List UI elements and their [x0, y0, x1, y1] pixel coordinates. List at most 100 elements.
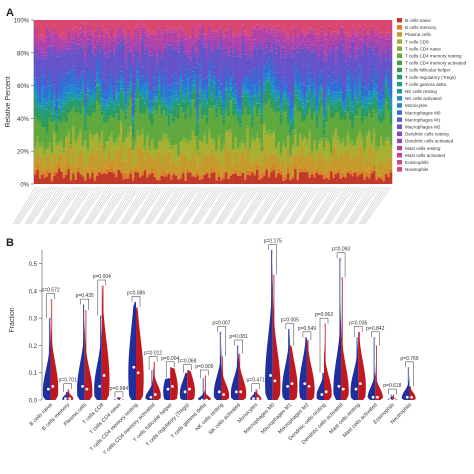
bar-segment — [160, 105, 164, 112]
bar-segment — [124, 105, 128, 111]
bar-segment — [72, 173, 75, 184]
bar-segment — [322, 179, 326, 184]
bar-segment — [241, 84, 245, 89]
bar-segment — [286, 39, 290, 44]
bar-segment — [289, 27, 293, 30]
bar-segment — [251, 170, 254, 173]
bar-segment — [270, 81, 273, 86]
bar-segment — [184, 179, 187, 181]
bar-segment — [248, 170, 252, 176]
bar-segment — [34, 46, 37, 52]
bar-segment — [351, 101, 355, 104]
bar-segment — [105, 142, 109, 160]
bar-segment — [310, 106, 314, 108]
bar-segment — [38, 36, 42, 40]
bar-segment — [112, 100, 116, 103]
violin-pair: p=0.004 — [93, 274, 111, 400]
bar-segment — [244, 105, 247, 109]
bar-segment — [93, 93, 97, 97]
bar-segment — [315, 46, 319, 49]
bar-segment — [72, 99, 75, 103]
bar-segment — [160, 104, 164, 106]
bar-segment — [263, 20, 266, 24]
bar-segment — [246, 174, 250, 184]
bar-segment — [110, 29, 114, 42]
bar-segment — [358, 130, 362, 132]
bar-segment — [91, 113, 94, 136]
bar-segment — [358, 27, 362, 33]
bar-segment — [282, 20, 285, 29]
bar-segment — [301, 169, 304, 172]
bar-segment — [213, 86, 216, 98]
bar-segment — [203, 174, 207, 184]
bar-segment — [339, 95, 343, 101]
bar-segment — [129, 81, 133, 86]
bar-segment — [201, 25, 204, 28]
bar-segment — [201, 20, 204, 24]
bar-segment — [191, 80, 195, 86]
stacked-bar — [172, 20, 176, 184]
x-tick-label — [17, 186, 43, 225]
bar-segment — [248, 56, 252, 71]
x-tick-label — [230, 186, 255, 225]
bar-segment — [251, 79, 254, 86]
bar-segment — [62, 50, 66, 55]
x-tick-label — [124, 186, 150, 225]
bar-segment — [344, 99, 347, 108]
bar-segment — [141, 108, 145, 112]
bar-segment — [172, 82, 176, 89]
bar-segment — [119, 23, 123, 26]
bar-segment — [258, 90, 261, 94]
bar-segment — [57, 164, 61, 169]
bar-segment — [244, 91, 247, 94]
bar-segment — [53, 175, 56, 184]
bar-segment — [337, 106, 340, 111]
bar-segment — [229, 20, 233, 25]
bar-segment — [153, 149, 156, 161]
bar-segment — [213, 79, 216, 83]
bar-segment — [45, 20, 49, 25]
bar-segment — [339, 120, 343, 142]
stacked-bar — [110, 20, 114, 184]
bar-segment — [322, 60, 326, 64]
bar-segment — [334, 114, 338, 129]
bar-segment — [84, 106, 87, 109]
bar-segment — [349, 56, 352, 58]
bar-segment — [98, 20, 102, 36]
bar-segment — [84, 35, 87, 39]
bar-segment — [279, 117, 283, 124]
bar-segment — [372, 91, 376, 95]
p-value-bracket — [268, 244, 277, 275]
bar-segment — [148, 174, 152, 184]
bar-segment — [196, 115, 199, 119]
bar-segment — [110, 24, 114, 26]
bar-segment — [377, 87, 381, 93]
bar-segment — [141, 35, 145, 39]
bar-segment — [91, 88, 94, 95]
p-value-bracket — [200, 369, 209, 379]
bar-segment — [224, 170, 228, 173]
bar-segment — [270, 20, 273, 30]
bar-segment — [186, 78, 190, 86]
bar-segment — [124, 138, 128, 161]
bar-segment — [306, 47, 309, 49]
bar-segment — [387, 96, 390, 99]
x-tick-label — [312, 186, 337, 225]
bar-segment — [310, 174, 314, 184]
bar-segment — [353, 116, 357, 145]
bar-segment — [227, 103, 230, 111]
bar-segment — [265, 78, 269, 81]
bar-segment — [310, 29, 314, 31]
bar-segment — [232, 78, 235, 88]
bar-segment — [34, 145, 37, 150]
bar-segment — [170, 41, 173, 46]
bar-segment — [55, 122, 59, 126]
bar-segment — [279, 51, 283, 58]
bar-segment — [160, 32, 164, 35]
bar-segment — [174, 100, 178, 111]
bar-segment — [251, 32, 254, 50]
bar-segment — [162, 111, 166, 133]
legend-label: Dendritic cells activated — [405, 139, 454, 144]
bar-segment — [263, 85, 266, 90]
bar-segment — [294, 164, 297, 169]
